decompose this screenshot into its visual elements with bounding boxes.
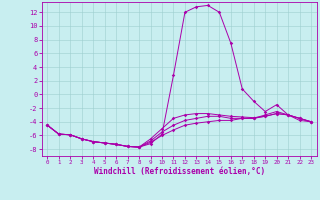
X-axis label: Windchill (Refroidissement éolien,°C): Windchill (Refroidissement éolien,°C) — [94, 167, 265, 176]
